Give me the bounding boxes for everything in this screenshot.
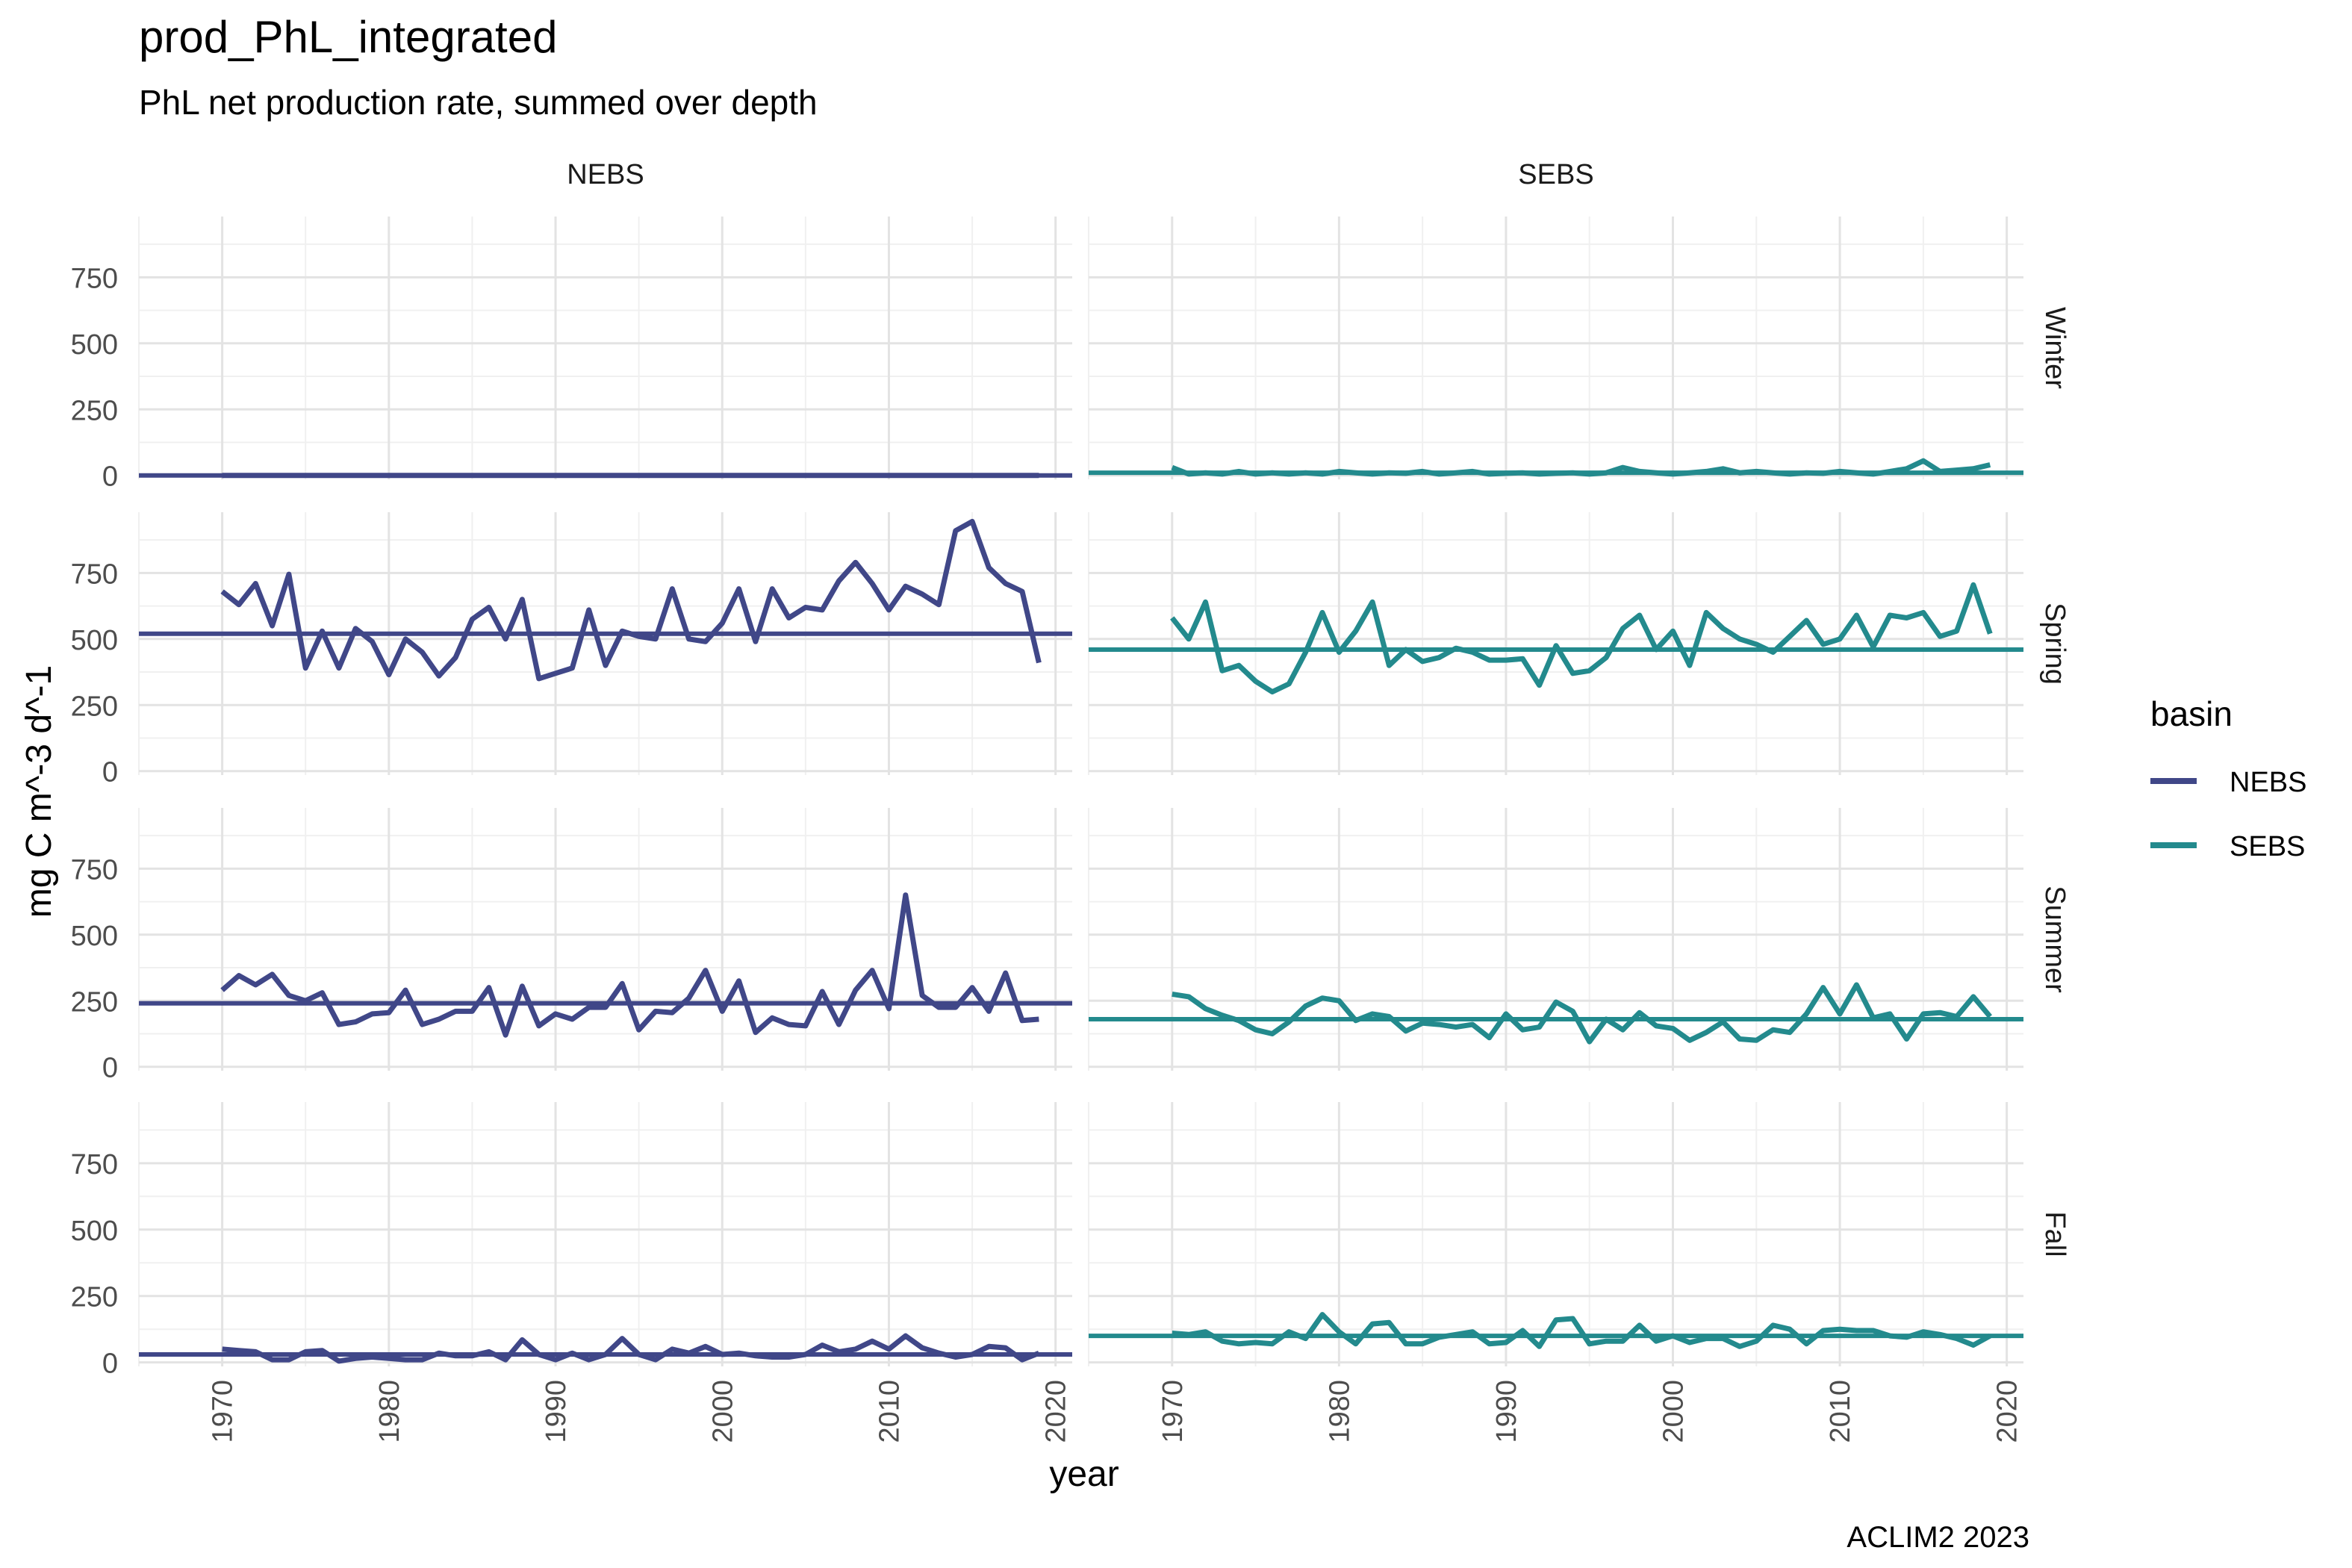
y-tick-label: 500: [71, 329, 118, 361]
y-tick-label: 750: [71, 1149, 118, 1180]
series-line: [1172, 982, 1992, 1045]
series-line: [222, 1333, 1040, 1364]
x-tick-label: 2010: [1825, 1380, 1856, 1443]
x-tick-label: 1970: [208, 1380, 239, 1443]
y-tick-label: 750: [71, 854, 118, 886]
y-tick-label: 250: [71, 986, 118, 1018]
y-tick-label: 250: [71, 691, 118, 722]
y-tick-label: 750: [71, 263, 118, 294]
series-line: [1172, 1312, 1991, 1349]
caption: ACLIM2 2023: [1847, 1521, 2029, 1554]
x-tick-label: 2000: [707, 1380, 738, 1443]
x-tick-label: 1980: [1324, 1380, 1355, 1443]
facet-column-label: NEBS: [567, 159, 644, 190]
series-line: [220, 518, 1042, 682]
x-tick-label: 2020: [1992, 1380, 2023, 1443]
legend-label: SEBS: [2230, 831, 2305, 862]
y-axis-label: mg C m^-3 d^-1: [19, 665, 59, 918]
facet-row-label: Summer: [2039, 886, 2071, 993]
facet-column-label: SEBS: [1518, 159, 1593, 190]
x-tick-label: 2020: [1041, 1380, 1072, 1443]
y-tick-label: 750: [71, 559, 118, 590]
x-tick-label: 2010: [874, 1380, 905, 1443]
facet-row-label: Spring: [2039, 603, 2071, 685]
y-tick-label: 0: [102, 1348, 118, 1380]
x-axis-label: year: [1049, 1455, 1119, 1494]
x-tick-label: 2000: [1658, 1380, 1690, 1443]
chart-title: prod_PhL_integrated: [139, 12, 557, 62]
facet-row-label: Fall: [2039, 1211, 2071, 1257]
legend: basin NEBS SEBS: [2150, 694, 2306, 862]
y-tick-label: 500: [71, 1216, 118, 1247]
x-tick-label: 1990: [541, 1380, 572, 1443]
series-line: [220, 892, 1039, 1038]
y-tick-label: 0: [102, 1053, 118, 1084]
y-tick-label: 500: [71, 625, 118, 656]
chart-subtitle: PhL net production rate, summed over dep…: [139, 83, 818, 122]
y-tick-label: 0: [102, 461, 118, 493]
y-tick-label: 500: [71, 921, 118, 952]
series-line: [1170, 582, 1993, 695]
x-tick-label: 1970: [1157, 1380, 1189, 1443]
legend-label: NEBS: [2230, 767, 2306, 798]
series-line: [1171, 458, 1991, 477]
x-tick-label: 1990: [1491, 1380, 1522, 1443]
facet-row-label: Winter: [2039, 307, 2071, 389]
x-tick-label: 1980: [374, 1380, 405, 1443]
y-tick-label: 250: [71, 395, 118, 426]
y-tick-label: 250: [71, 1282, 118, 1313]
y-tick-label: 0: [102, 757, 118, 788]
panels-layer: 0 250 500 750 Winter 0 250 500 750 Spring 0 250 500 7…: [71, 159, 2071, 1443]
legend-title: basin: [2150, 694, 2233, 733]
